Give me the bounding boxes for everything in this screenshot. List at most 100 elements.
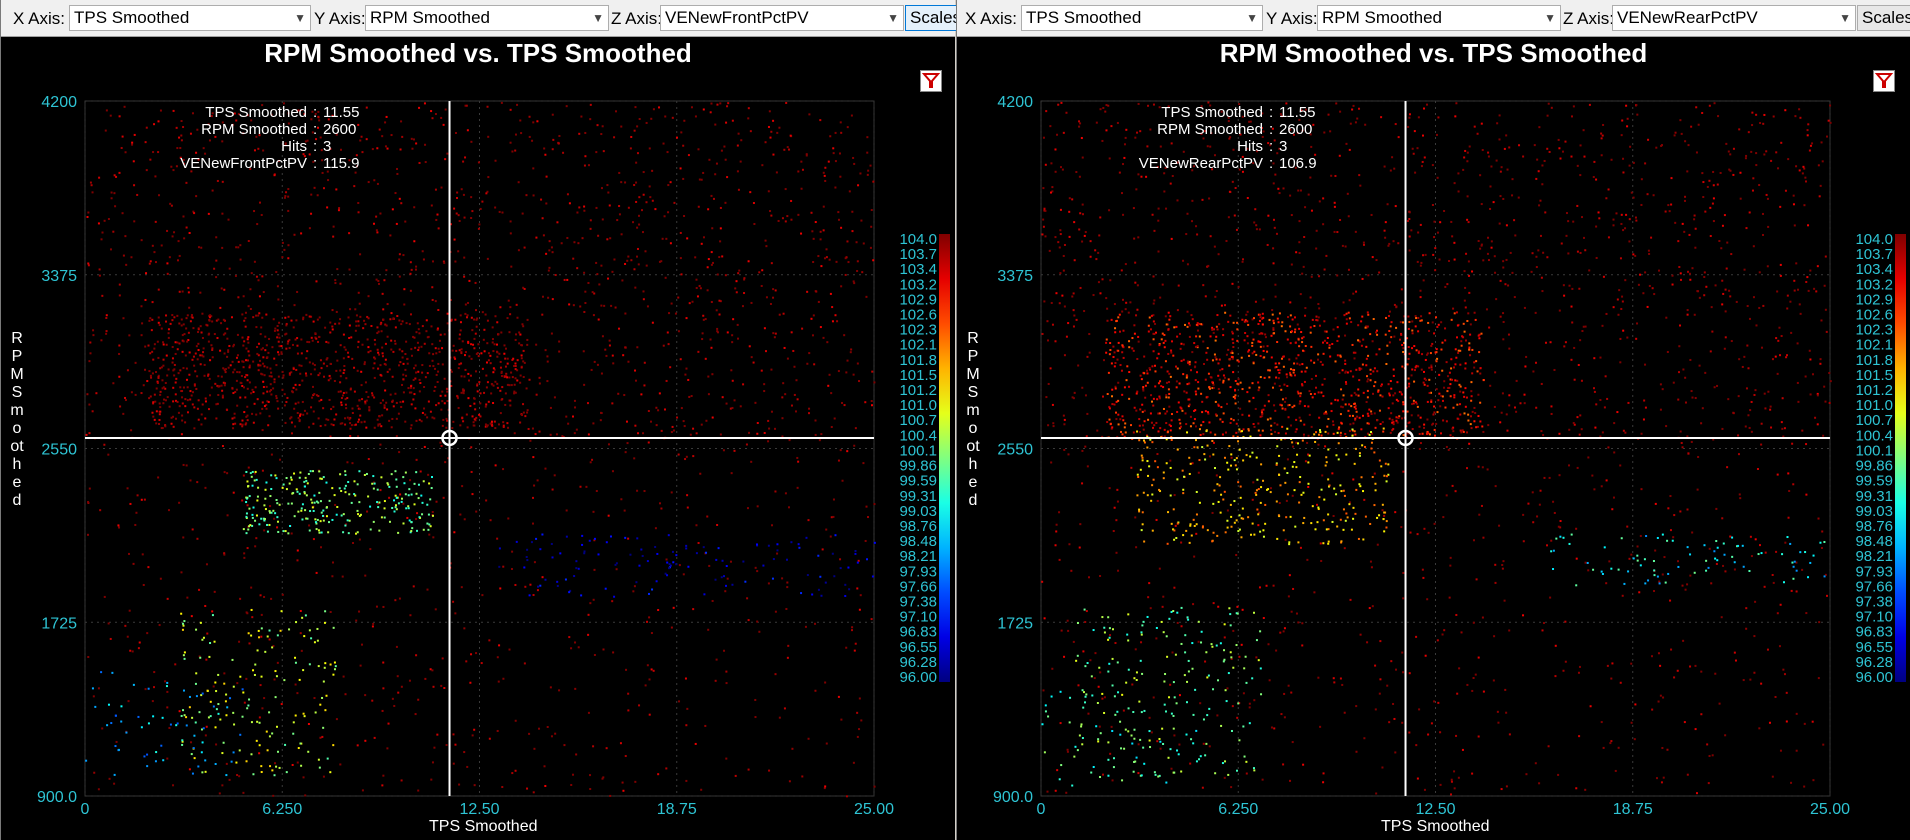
data-point	[1273, 226, 1276, 229]
data-point	[1793, 289, 1796, 292]
data-point	[225, 714, 228, 717]
data-point	[648, 713, 651, 716]
data-point	[587, 633, 590, 636]
data-point	[1805, 180, 1808, 183]
data-point	[436, 213, 439, 216]
data-point	[1775, 151, 1778, 154]
data-point	[1359, 184, 1362, 187]
data-point	[1412, 152, 1415, 155]
data-point	[1793, 224, 1796, 227]
data-point	[299, 414, 302, 417]
data-point	[376, 418, 379, 421]
z-axis-select[interactable]: VENewFrontPctPV ▼	[660, 5, 904, 31]
scales-button[interactable]: Scales	[1857, 5, 1910, 31]
scatter-plot[interactable]: 0 6.250 12.50 18.75 25.00900.017252550337542…	[957, 0, 1910, 840]
data-point	[375, 605, 378, 608]
data-point	[494, 159, 497, 162]
data-point	[1383, 229, 1386, 232]
data-point	[831, 552, 834, 555]
data-point	[165, 314, 168, 317]
data-point	[326, 365, 329, 368]
data-point	[334, 322, 337, 325]
data-point	[294, 661, 297, 664]
data-point	[402, 362, 405, 365]
data-point	[1449, 383, 1452, 386]
data-point	[1684, 401, 1687, 404]
data-point	[398, 364, 401, 367]
data-point	[547, 296, 550, 299]
y-axis-select[interactable]: RPM Smoothed ▼	[365, 5, 609, 31]
data-point	[857, 559, 860, 562]
data-point	[379, 364, 382, 367]
data-point	[589, 602, 592, 605]
data-point	[541, 533, 544, 536]
data-point	[320, 149, 323, 152]
data-point	[597, 234, 600, 237]
data-point	[269, 383, 272, 386]
z-axis-label: Z Axis:	[1563, 9, 1615, 28]
data-point	[254, 519, 257, 522]
data-point	[735, 280, 738, 283]
data-point	[242, 360, 245, 363]
data-point	[97, 788, 100, 791]
data-point	[774, 610, 777, 613]
data-point	[787, 506, 790, 509]
data-point	[750, 301, 753, 304]
data-point	[331, 328, 334, 331]
z-axis-select[interactable]: VENewRearPctPV ▼	[1612, 5, 1856, 31]
y-axis-select[interactable]: RPM Smoothed ▼	[1317, 5, 1561, 31]
data-point	[583, 164, 586, 167]
data-point	[462, 392, 465, 395]
data-point	[1438, 373, 1441, 376]
filter-button[interactable]	[1873, 70, 1895, 92]
data-point	[1600, 132, 1603, 135]
data-point	[1817, 164, 1820, 167]
data-point	[522, 349, 525, 352]
data-point	[1456, 379, 1459, 382]
data-point	[146, 753, 149, 756]
data-point	[187, 339, 190, 342]
data-point	[546, 380, 549, 383]
data-point	[245, 359, 248, 362]
data-point	[856, 561, 859, 564]
data-point	[1309, 176, 1312, 179]
data-point	[825, 256, 828, 259]
x-axis-select[interactable]: TPS Smoothed ▼	[1021, 5, 1263, 31]
data-point	[1687, 144, 1690, 147]
data-point	[1408, 116, 1411, 119]
data-point	[1198, 335, 1201, 338]
data-point	[315, 522, 318, 525]
data-point	[357, 123, 360, 126]
data-point	[443, 402, 446, 405]
data-point	[1068, 210, 1071, 213]
data-point	[373, 362, 376, 365]
data-point	[478, 223, 481, 226]
x-axis-select[interactable]: TPS Smoothed ▼	[69, 5, 311, 31]
filter-button[interactable]	[920, 70, 942, 92]
data-point	[1709, 206, 1712, 209]
data-point	[183, 657, 186, 660]
data-point	[176, 722, 179, 725]
data-point	[311, 501, 314, 504]
data-point	[446, 419, 449, 422]
data-point	[377, 279, 380, 282]
data-point	[1809, 269, 1812, 272]
data-point	[1751, 124, 1754, 127]
scales-button[interactable]: Scales	[905, 5, 967, 31]
data-point	[1745, 154, 1748, 157]
data-point	[107, 703, 110, 706]
data-point	[415, 471, 418, 474]
data-point	[624, 312, 627, 315]
data-point	[107, 218, 110, 221]
scatter-plot[interactable]: 0 6.250 12.50 18.75 25.00900.017252550337542…	[1, 0, 956, 840]
data-point	[822, 229, 825, 232]
data-point	[489, 354, 492, 357]
data-point	[1744, 157, 1747, 160]
data-point	[1166, 323, 1169, 326]
data-point	[157, 288, 160, 291]
data-point	[1231, 180, 1234, 183]
data-point	[1274, 295, 1277, 298]
data-point	[485, 192, 488, 195]
data-point	[840, 226, 843, 229]
data-point	[118, 352, 121, 355]
